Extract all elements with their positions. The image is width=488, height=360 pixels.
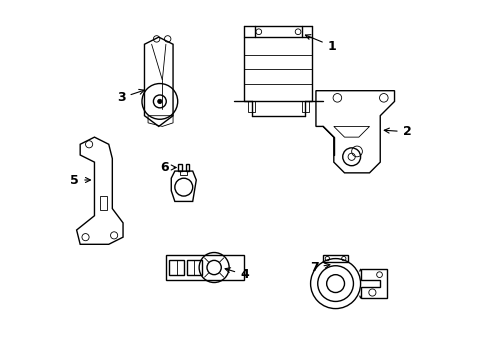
Text: 4: 4: [224, 268, 248, 281]
Text: 2: 2: [384, 125, 410, 138]
Text: 3: 3: [117, 89, 144, 104]
Text: 1: 1: [305, 35, 336, 53]
Text: 5: 5: [70, 174, 90, 186]
Text: 7: 7: [309, 261, 329, 274]
Circle shape: [157, 99, 162, 104]
Text: 6: 6: [160, 161, 176, 174]
